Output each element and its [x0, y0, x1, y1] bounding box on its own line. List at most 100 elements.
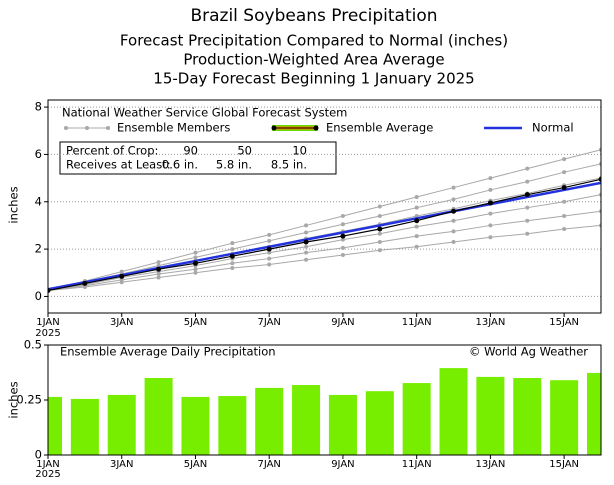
ensemble-member-point	[451, 185, 456, 190]
x-tick-label: 5JAN	[184, 459, 207, 470]
ensemble-member-point	[562, 213, 567, 218]
ensemble-member-point	[451, 197, 456, 202]
table-cell: 5.8 in.	[216, 158, 252, 172]
bar	[218, 396, 247, 455]
ensemble-member-point	[267, 238, 272, 243]
ensemble-member-point	[377, 231, 382, 236]
normal-line	[48, 181, 601, 291]
x-tick-label: 5JAN	[184, 317, 207, 328]
y-tick-label: 0	[35, 289, 42, 303]
ensemble-member-point	[304, 244, 309, 249]
ensemble-member-point	[562, 170, 567, 175]
ensemble-member-point	[488, 187, 493, 192]
chart-subtitle: Forecast Precipitation Compared to Norma…	[120, 32, 508, 50]
ensemble-member-point	[377, 204, 382, 209]
ensemble-average-line-point	[266, 246, 272, 252]
year-label: 2025	[35, 328, 60, 339]
ensemble-average-line-point	[340, 233, 346, 239]
x-tick-label: 9JAN	[331, 317, 354, 328]
ensemble-member-point	[488, 223, 493, 228]
ensemble-member-point	[525, 205, 530, 210]
ensemble-member-point	[414, 205, 419, 210]
x-tick-label: 13JAN	[475, 317, 505, 328]
chart-title: Brazil Soybeans Precipitation	[190, 6, 437, 26]
ensemble-member-point	[488, 235, 493, 240]
y-tick-label: 4	[35, 194, 42, 208]
y-tick-label: 0	[35, 448, 42, 462]
table-cell: 0.6 in.	[162, 158, 198, 172]
bar	[586, 372, 601, 455]
bar	[513, 378, 542, 455]
ensemble-member-point	[414, 244, 419, 249]
plot-area	[48, 147, 601, 294]
ensemble-average-line-point	[303, 239, 309, 245]
ensemble-average-line-point	[561, 185, 567, 191]
bar	[402, 383, 431, 455]
y-tick-label: 2	[35, 242, 42, 256]
ensemble-average-line-point	[598, 176, 601, 182]
ensemble-member-point	[267, 256, 272, 261]
plot-frame	[47, 99, 602, 314]
legend-swatch	[313, 125, 319, 131]
ensemble-member-point	[340, 213, 345, 218]
bar	[181, 396, 210, 455]
x-tick-label: 7JAN	[257, 317, 280, 328]
bar	[476, 376, 505, 455]
ensemble-average-line-point	[229, 253, 235, 259]
ensemble-member	[48, 210, 601, 292]
bar	[48, 396, 63, 455]
ensemble-member-point	[82, 284, 87, 289]
ensemble-member-point	[267, 250, 272, 255]
ensemble-member-point	[193, 267, 198, 272]
x-tick-label: 9JAN	[331, 459, 354, 470]
ensemble-member-point	[451, 218, 456, 223]
ensemble-member-point	[230, 266, 235, 271]
ensemble-member-point	[193, 255, 198, 260]
credit: © World Ag Weather	[469, 345, 588, 359]
ensemble-member-point	[414, 195, 419, 200]
ensemble-member-point	[156, 271, 161, 276]
ensemble-member-point	[377, 248, 382, 253]
x-tick-label: 11JAN	[402, 459, 432, 470]
ensemble-member-point	[377, 240, 382, 244]
ensemble-member-point	[525, 218, 530, 223]
ensemble-average-line-point	[377, 226, 383, 232]
ensemble-member-point	[340, 222, 345, 227]
x-tick-label: 3JAN	[110, 459, 133, 470]
ensemble-average-line-point	[487, 200, 493, 206]
ensemble-member-point	[562, 226, 567, 231]
ensemble-member-point	[562, 157, 567, 162]
table-cell: 10	[292, 144, 307, 158]
plot-area	[48, 368, 601, 455]
ensemble-member-point	[414, 224, 419, 229]
y-tick-label: 0.25	[16, 393, 42, 407]
ensemble-member-point	[267, 262, 272, 267]
ensemble-average-line-point	[414, 218, 420, 224]
ensemble-member-point	[451, 229, 456, 234]
legend-swatch	[271, 125, 277, 131]
table-cell: Receives at Least:	[66, 158, 171, 172]
x-tick-label: 3JAN	[110, 317, 133, 328]
ensemble-member-point	[193, 270, 198, 275]
year-label: 2025	[35, 469, 60, 480]
y-tick-label: 0.5	[24, 338, 42, 352]
ensemble-member-point	[267, 232, 272, 237]
legend-label: Ensemble Average	[326, 121, 433, 135]
ensemble-member-point	[304, 250, 309, 255]
ensemble-member-point	[119, 280, 124, 285]
ensemble-member-point	[340, 237, 345, 242]
bar	[550, 380, 579, 455]
ensemble-member	[48, 163, 601, 292]
ensemble-average-line-point	[156, 266, 162, 272]
bar	[107, 394, 136, 455]
crop-table-box	[59, 141, 337, 175]
ensemble-member-point	[488, 211, 493, 216]
ensemble-average-line-point	[451, 208, 457, 214]
bar	[365, 391, 394, 455]
ensemble-member-point	[488, 176, 493, 181]
ensemble-average-line-point	[524, 192, 530, 198]
plot-frame	[47, 344, 602, 456]
ensemble-average-line-point	[48, 288, 51, 294]
table-cell: 90	[183, 144, 198, 158]
